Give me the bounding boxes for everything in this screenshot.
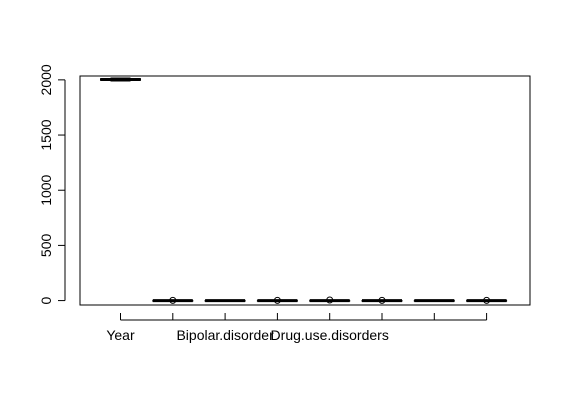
y-axis: 0 500 1000 1500 2000 <box>38 64 66 304</box>
outlier-point <box>483 296 491 304</box>
outlier-point <box>326 296 334 304</box>
y-tick-label: 0 <box>38 296 54 304</box>
outlier-point <box>273 296 281 304</box>
box-2 <box>204 299 246 303</box>
box-7 <box>466 296 508 304</box>
box-1 <box>152 296 194 304</box>
boxes <box>100 77 508 304</box>
x-tick-label: Drug.use.disorders <box>271 327 389 343</box>
outlier-point <box>169 296 177 304</box>
outlier-point <box>378 296 386 304</box>
box-4 <box>309 296 351 304</box>
plot-frame <box>79 75 531 306</box>
box-5 <box>361 296 403 304</box>
y-tick-label: 500 <box>38 234 54 258</box>
box-0 <box>100 77 141 82</box>
y-tick-label: 1500 <box>38 119 54 150</box>
y-tick-label: 2000 <box>38 64 54 95</box>
box-6 <box>413 299 455 303</box>
x-tick-label: Year <box>106 327 135 343</box>
y-tick-label: 1000 <box>38 174 54 205</box>
x-tick-label: Bipolar.disorder <box>176 327 274 343</box>
box-3 <box>256 296 298 304</box>
